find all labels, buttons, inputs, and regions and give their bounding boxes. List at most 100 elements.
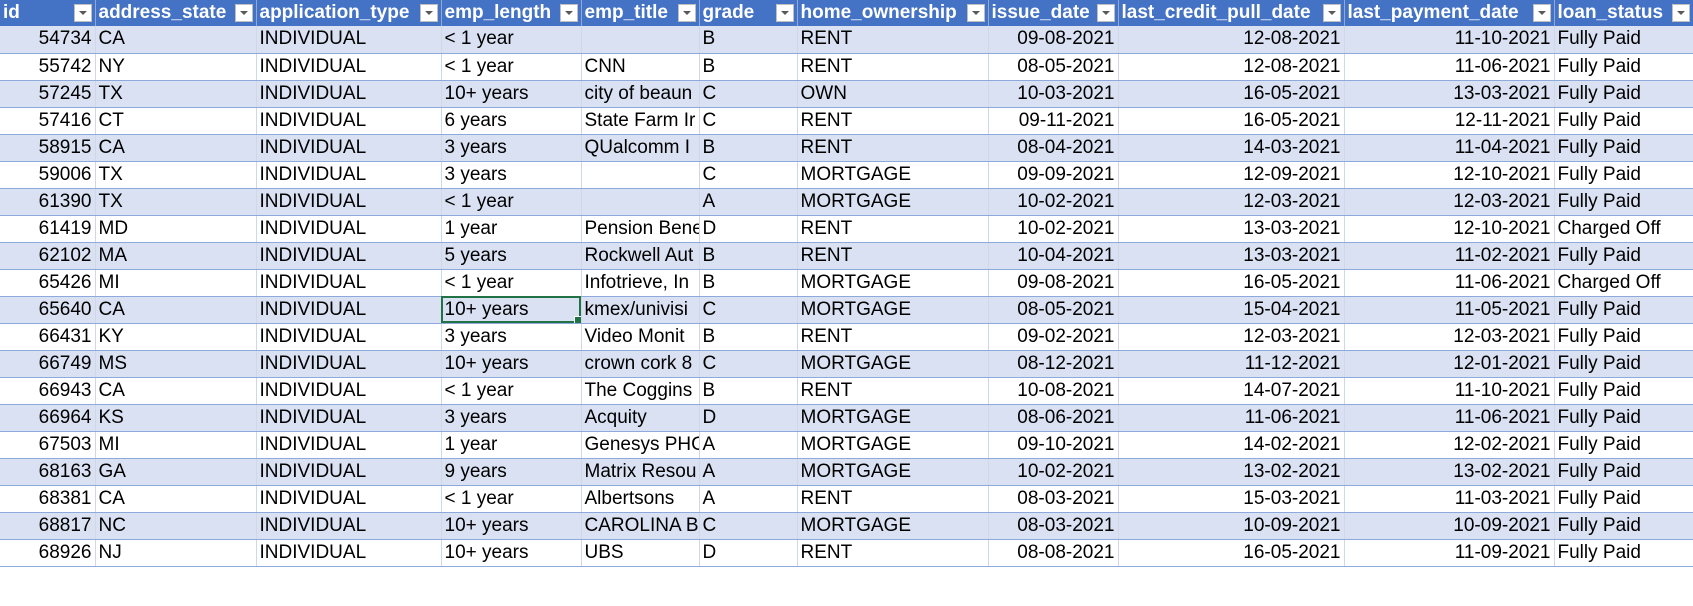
cell-grade[interactable]: A bbox=[699, 188, 798, 216]
cell-emp-title[interactable] bbox=[581, 188, 700, 216]
cell-last-credit-pull-date[interactable]: 11-12-2021 bbox=[1118, 350, 1345, 378]
cell-last-credit-pull-date[interactable]: 16-05-2021 bbox=[1118, 107, 1345, 135]
cell-emp-title[interactable]: State Farm Ir bbox=[581, 107, 700, 135]
cell-application-type[interactable]: INDIVIDUAL bbox=[256, 188, 442, 216]
cell-last-payment-date[interactable]: 12-03-2021 bbox=[1344, 323, 1555, 351]
column-header-last-payment-date[interactable]: last_payment_date bbox=[1344, 0, 1555, 26]
cell-address-state[interactable]: MI bbox=[95, 431, 257, 459]
cell-loan-status[interactable]: Fully Paid bbox=[1554, 296, 1693, 324]
filter-dropdown-button[interactable] bbox=[559, 4, 578, 22]
cell-emp-title[interactable] bbox=[581, 26, 700, 54]
cell-id[interactable]: 67503 bbox=[0, 431, 96, 459]
cell-last-credit-pull-date[interactable]: 14-02-2021 bbox=[1118, 431, 1345, 459]
cell-address-state[interactable]: CA bbox=[95, 377, 257, 405]
cell-id[interactable]: 62102 bbox=[0, 242, 96, 270]
cell-loan-status[interactable]: Fully Paid bbox=[1554, 377, 1693, 405]
cell-last-credit-pull-date[interactable]: 11-06-2021 bbox=[1118, 404, 1345, 432]
cell-emp-title[interactable]: CNN bbox=[581, 53, 700, 81]
cell-id[interactable]: 66943 bbox=[0, 377, 96, 405]
cell-home-ownership[interactable]: RENT bbox=[797, 215, 989, 243]
cell-emp-title[interactable]: CAROLINA BI bbox=[581, 512, 700, 540]
cell-emp-title[interactable]: The Coggins bbox=[581, 377, 700, 405]
cell-home-ownership[interactable]: RENT bbox=[797, 485, 989, 513]
cell-emp-length[interactable]: 3 years bbox=[441, 323, 582, 351]
cell-home-ownership[interactable]: MORTGAGE bbox=[797, 296, 989, 324]
cell-application-type[interactable]: INDIVIDUAL bbox=[256, 323, 442, 351]
filter-dropdown-button[interactable] bbox=[775, 4, 794, 22]
filter-dropdown-button[interactable] bbox=[1532, 4, 1551, 22]
filter-dropdown-button[interactable] bbox=[1096, 4, 1115, 22]
cell-last-credit-pull-date[interactable]: 15-03-2021 bbox=[1118, 485, 1345, 513]
cell-application-type[interactable]: INDIVIDUAL bbox=[256, 269, 442, 297]
column-header-issue-date[interactable]: issue_date bbox=[988, 0, 1119, 26]
cell-loan-status[interactable]: Fully Paid bbox=[1554, 431, 1693, 459]
cell-application-type[interactable]: INDIVIDUAL bbox=[256, 485, 442, 513]
cell-emp-title[interactable]: Infotrieve, In bbox=[581, 269, 700, 297]
column-header-id[interactable]: id bbox=[0, 0, 96, 26]
cell-application-type[interactable]: INDIVIDUAL bbox=[256, 242, 442, 270]
cell-emp-title[interactable]: UBS bbox=[581, 539, 700, 567]
cell-last-credit-pull-date[interactable]: 13-03-2021 bbox=[1118, 215, 1345, 243]
cell-emp-title[interactable]: Video Monit bbox=[581, 323, 700, 351]
cell-emp-length[interactable]: 1 year bbox=[441, 215, 582, 243]
cell-issue-date[interactable]: 10-04-2021 bbox=[988, 242, 1119, 270]
cell-last-credit-pull-date[interactable]: 12-03-2021 bbox=[1118, 188, 1345, 216]
cell-application-type[interactable]: INDIVIDUAL bbox=[256, 80, 442, 108]
cell-application-type[interactable]: INDIVIDUAL bbox=[256, 296, 442, 324]
cell-home-ownership[interactable]: MORTGAGE bbox=[797, 431, 989, 459]
cell-emp-title[interactable]: QUalcomm I bbox=[581, 134, 700, 162]
cell-last-credit-pull-date[interactable]: 16-05-2021 bbox=[1118, 539, 1345, 567]
cell-grade[interactable]: C bbox=[699, 161, 798, 189]
cell-id[interactable]: 57245 bbox=[0, 80, 96, 108]
cell-issue-date[interactable]: 10-08-2021 bbox=[988, 377, 1119, 405]
cell-home-ownership[interactable]: RENT bbox=[797, 134, 989, 162]
cell-emp-length[interactable]: < 1 year bbox=[441, 485, 582, 513]
cell-address-state[interactable]: MI bbox=[95, 269, 257, 297]
cell-id[interactable]: 66749 bbox=[0, 350, 96, 378]
cell-address-state[interactable]: NY bbox=[95, 53, 257, 81]
cell-emp-length[interactable]: 3 years bbox=[441, 161, 582, 189]
cell-application-type[interactable]: INDIVIDUAL bbox=[256, 215, 442, 243]
cell-last-credit-pull-date[interactable]: 10-09-2021 bbox=[1118, 512, 1345, 540]
cell-id[interactable]: 66431 bbox=[0, 323, 96, 351]
cell-home-ownership[interactable]: RENT bbox=[797, 53, 989, 81]
cell-grade[interactable]: B bbox=[699, 53, 798, 81]
cell-loan-status[interactable]: Fully Paid bbox=[1554, 80, 1693, 108]
cell-emp-length[interactable]: < 1 year bbox=[441, 53, 582, 81]
cell-issue-date[interactable]: 10-02-2021 bbox=[988, 458, 1119, 486]
cell-id[interactable]: 68926 bbox=[0, 539, 96, 567]
cell-home-ownership[interactable]: RENT bbox=[797, 539, 989, 567]
column-header-address-state[interactable]: address_state bbox=[95, 0, 257, 26]
cell-id[interactable]: 68817 bbox=[0, 512, 96, 540]
cell-loan-status[interactable]: Fully Paid bbox=[1554, 161, 1693, 189]
cell-home-ownership[interactable]: MORTGAGE bbox=[797, 404, 989, 432]
cell-last-payment-date[interactable]: 13-02-2021 bbox=[1344, 458, 1555, 486]
cell-last-credit-pull-date[interactable]: 16-05-2021 bbox=[1118, 269, 1345, 297]
cell-emp-title[interactable]: Genesys PHC bbox=[581, 431, 700, 459]
cell-issue-date[interactable]: 08-03-2021 bbox=[988, 485, 1119, 513]
cell-loan-status[interactable]: Fully Paid bbox=[1554, 188, 1693, 216]
cell-emp-title[interactable]: kmex/univisi bbox=[581, 296, 700, 324]
cell-grade[interactable]: C bbox=[699, 107, 798, 135]
cell-application-type[interactable]: INDIVIDUAL bbox=[256, 26, 442, 54]
cell-issue-date[interactable]: 08-12-2021 bbox=[988, 350, 1119, 378]
cell-home-ownership[interactable]: RENT bbox=[797, 107, 989, 135]
cell-id[interactable]: 55742 bbox=[0, 53, 96, 81]
cell-address-state[interactable]: CT bbox=[95, 107, 257, 135]
cell-grade[interactable]: D bbox=[699, 539, 798, 567]
cell-loan-status[interactable]: Charged Off bbox=[1554, 215, 1693, 243]
cell-issue-date[interactable]: 09-02-2021 bbox=[988, 323, 1119, 351]
filter-dropdown-button[interactable] bbox=[677, 4, 696, 22]
cell-emp-length[interactable]: 10+ years bbox=[441, 350, 582, 378]
cell-last-credit-pull-date[interactable]: 15-04-2021 bbox=[1118, 296, 1345, 324]
cell-loan-status[interactable]: Fully Paid bbox=[1554, 512, 1693, 540]
cell-grade[interactable]: D bbox=[699, 215, 798, 243]
cell-emp-title[interactable]: Pension Bene bbox=[581, 215, 700, 243]
cell-emp-length[interactable]: < 1 year bbox=[441, 377, 582, 405]
cell-issue-date[interactable]: 08-06-2021 bbox=[988, 404, 1119, 432]
cell-loan-status[interactable]: Fully Paid bbox=[1554, 242, 1693, 270]
cell-address-state[interactable]: MS bbox=[95, 350, 257, 378]
cell-home-ownership[interactable]: RENT bbox=[797, 26, 989, 54]
column-header-emp-length[interactable]: emp_length bbox=[441, 0, 582, 26]
cell-home-ownership[interactable]: MORTGAGE bbox=[797, 269, 989, 297]
